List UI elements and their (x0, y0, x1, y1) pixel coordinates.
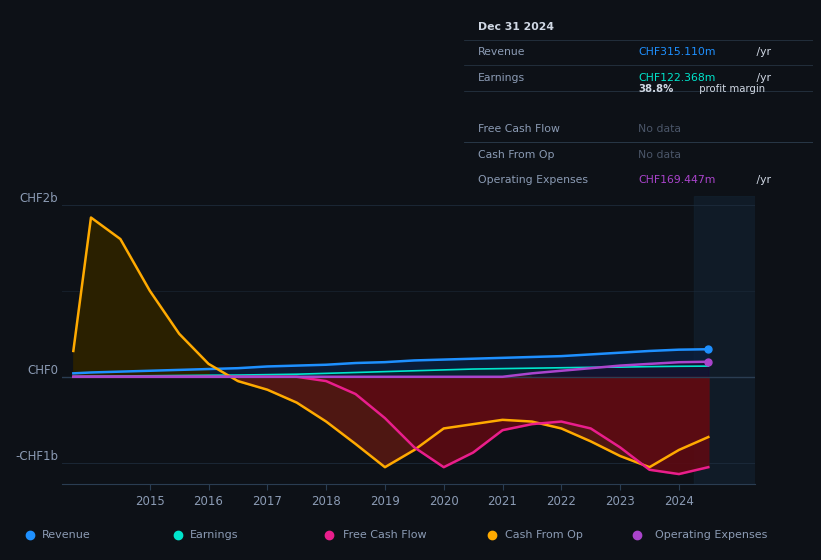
Text: -CHF1b: -CHF1b (15, 450, 58, 463)
Text: Earnings: Earnings (190, 530, 238, 540)
Text: Earnings: Earnings (478, 73, 525, 83)
Text: Free Cash Flow: Free Cash Flow (478, 124, 560, 134)
Text: No data: No data (639, 124, 681, 134)
Text: Dec 31 2024: Dec 31 2024 (478, 22, 554, 32)
Text: CHF122.368m: CHF122.368m (639, 73, 716, 83)
Text: CHF2b: CHF2b (20, 192, 58, 204)
Text: /yr: /yr (754, 48, 772, 58)
Bar (694, 196, 755, 484)
Text: /yr: /yr (754, 175, 772, 185)
Text: Revenue: Revenue (478, 48, 525, 58)
Text: 38.8%: 38.8% (639, 84, 674, 94)
Text: CHF0: CHF0 (27, 364, 58, 377)
Text: No data: No data (639, 150, 681, 160)
Text: CHF315.110m: CHF315.110m (639, 48, 716, 58)
Text: CHF169.447m: CHF169.447m (639, 175, 716, 185)
Text: Operating Expenses: Operating Expenses (478, 175, 588, 185)
Text: Cash From Op: Cash From Op (478, 150, 554, 160)
Text: /yr: /yr (754, 73, 772, 83)
Text: Cash From Op: Cash From Op (505, 530, 583, 540)
Text: profit margin: profit margin (696, 84, 765, 94)
Text: Free Cash Flow: Free Cash Flow (342, 530, 426, 540)
Text: Operating Expenses: Operating Expenses (655, 530, 768, 540)
Text: Revenue: Revenue (42, 530, 90, 540)
